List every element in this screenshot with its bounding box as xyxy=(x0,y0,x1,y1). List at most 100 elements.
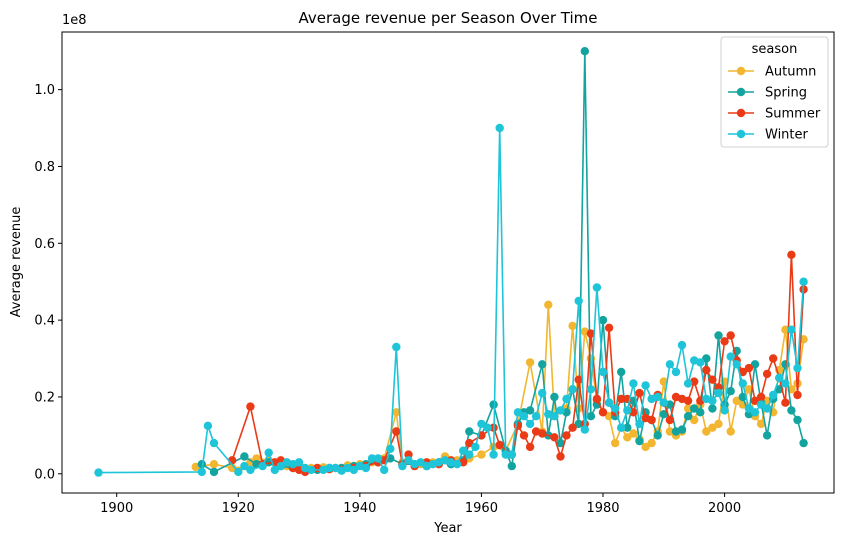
data-point-winter xyxy=(550,412,559,421)
data-point-winter xyxy=(556,406,565,415)
data-point-summer xyxy=(635,388,644,398)
legend-items: Autumn Spring Summer Winter xyxy=(728,65,821,143)
data-point-autumn xyxy=(544,300,553,309)
data-point-winter xyxy=(398,461,407,471)
data-point-winter xyxy=(726,352,735,361)
data-point-winter xyxy=(525,419,535,429)
data-point-winter xyxy=(611,404,620,413)
series-line-summer xyxy=(231,254,805,473)
data-point-winter xyxy=(720,406,729,415)
data-point-winter xyxy=(683,379,693,388)
data-point-summer xyxy=(562,431,571,440)
data-point-spring xyxy=(659,410,668,419)
data-point-summer xyxy=(574,375,583,384)
data-point-winter xyxy=(756,400,766,409)
data-point-winter xyxy=(276,461,285,471)
data-point-spring xyxy=(696,408,705,417)
data-point-autumn xyxy=(477,450,486,459)
data-point-autumn xyxy=(665,427,675,436)
data-point-autumn xyxy=(209,460,219,469)
data-point-winter xyxy=(623,406,632,415)
data-point-winter xyxy=(787,325,796,334)
data-point-winter xyxy=(501,450,510,459)
data-point-autumn xyxy=(659,377,668,386)
data-point-autumn xyxy=(732,396,741,405)
data-point-spring xyxy=(465,427,474,436)
data-point-spring xyxy=(550,392,559,402)
data-point-summer xyxy=(604,323,614,332)
data-point-winter xyxy=(531,412,541,421)
data-point-spring xyxy=(623,423,632,432)
data-point-winter xyxy=(404,456,413,465)
data-point-summer xyxy=(708,375,717,384)
data-point-winter xyxy=(264,448,273,457)
y-tick-label: 0.0 xyxy=(34,467,55,482)
y-tick-label: 0.4 xyxy=(34,314,55,329)
data-point-winter xyxy=(294,458,304,467)
data-point-autumn xyxy=(568,321,577,331)
data-point-autumn xyxy=(683,404,693,413)
data-point-summer xyxy=(392,427,401,436)
data-point-summer xyxy=(550,433,559,442)
y-tick-label: 1.0 xyxy=(34,83,55,98)
data-point-winter xyxy=(714,388,723,398)
data-point-winter xyxy=(349,465,358,475)
data-point-spring xyxy=(586,412,596,421)
data-point-summer xyxy=(738,367,747,377)
data-point-autumn xyxy=(392,408,401,417)
y-tick-label: 0.2 xyxy=(34,390,55,405)
data-point-winter xyxy=(574,296,583,306)
data-point-autumn xyxy=(604,412,614,421)
series-winter xyxy=(94,123,808,477)
data-point-winter xyxy=(416,458,425,467)
data-point-summer xyxy=(756,392,766,402)
data-point-winter xyxy=(629,379,638,388)
data-point-summer xyxy=(246,402,255,411)
data-point-summer xyxy=(750,396,760,405)
data-point-autumn xyxy=(641,442,650,452)
data-point-winter xyxy=(203,421,213,430)
x-tick-label: 2000 xyxy=(708,501,741,516)
data-point-winter xyxy=(246,465,255,475)
data-point-summer xyxy=(617,394,626,404)
data-point-spring xyxy=(507,461,516,471)
data-point-winter xyxy=(677,340,687,350)
data-point-summer xyxy=(495,440,504,450)
y-axis-ticks: 0.0 0.2 0.4 0.6 0.8 1.0 xyxy=(34,83,62,482)
data-point-spring xyxy=(525,406,535,415)
data-point-winter xyxy=(367,454,377,463)
data-point-winter xyxy=(568,385,577,394)
data-point-winter xyxy=(307,465,316,475)
data-point-spring xyxy=(598,315,608,325)
data-point-winter xyxy=(489,450,498,459)
y-tick-label: 0.6 xyxy=(34,237,55,252)
data-point-summer xyxy=(683,396,693,405)
data-point-winter xyxy=(361,463,371,473)
x-tick-label: 1900 xyxy=(100,501,133,516)
legend-title: season xyxy=(752,42,798,57)
legend-label-summer: Summer xyxy=(765,107,821,122)
y-axis-label: Average revenue xyxy=(9,207,24,318)
data-point-winter xyxy=(477,419,486,429)
chart-title: Average revenue per Season Over Time xyxy=(299,9,598,27)
data-point-summer xyxy=(744,363,754,373)
data-point-spring xyxy=(240,452,249,461)
data-point-spring xyxy=(580,47,589,56)
legend-swatch-marker xyxy=(736,87,746,97)
data-point-winter xyxy=(641,381,650,390)
data-point-spring xyxy=(690,404,699,413)
data-point-winter xyxy=(519,412,529,421)
data-point-summer xyxy=(519,431,529,440)
data-point-spring xyxy=(702,354,711,363)
data-point-spring xyxy=(714,331,723,340)
data-point-summer xyxy=(781,398,790,407)
legend-label-spring: Spring xyxy=(765,86,807,101)
data-point-spring xyxy=(209,467,219,477)
data-point-autumn xyxy=(756,419,766,429)
data-point-autumn xyxy=(252,454,261,463)
data-point-winter xyxy=(604,398,614,407)
data-point-autumn xyxy=(690,415,699,425)
data-point-summer xyxy=(465,438,474,448)
data-point-summer xyxy=(726,331,735,340)
